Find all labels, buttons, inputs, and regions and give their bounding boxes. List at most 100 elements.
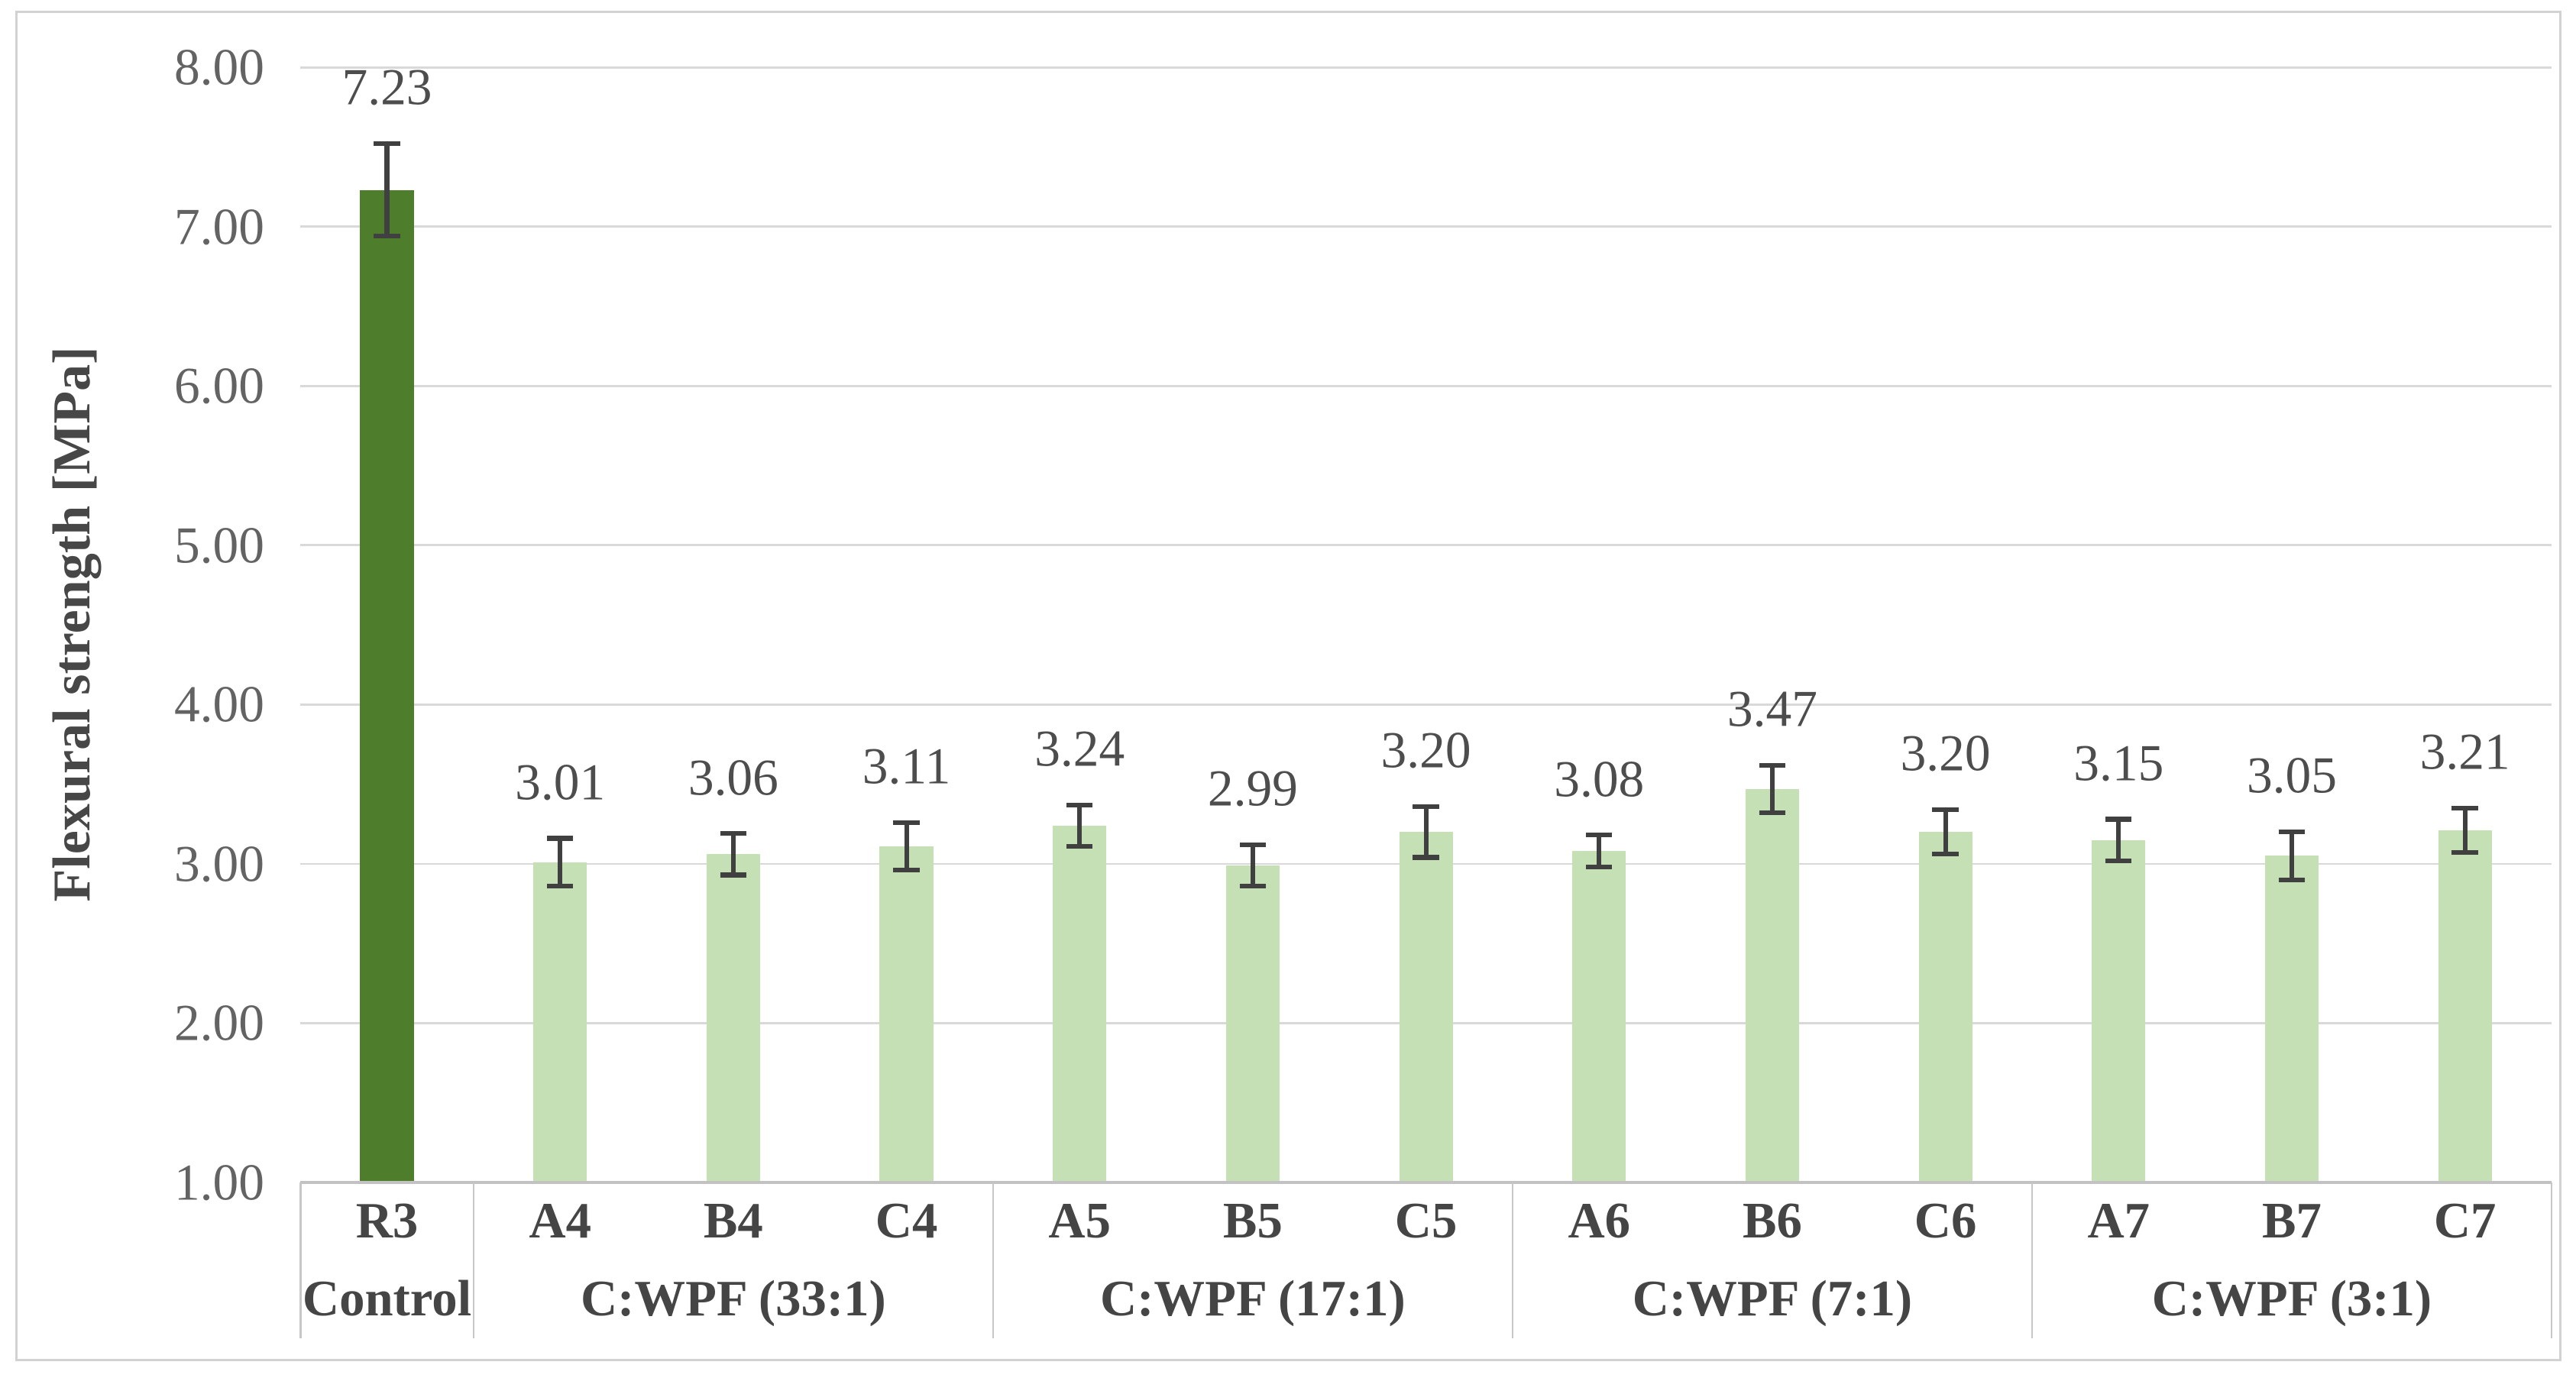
error-bar-line-C6 <box>1943 809 1948 855</box>
y-tick-label-6.00: 6.00 <box>173 357 264 415</box>
category-label-A4: A4 <box>529 1192 591 1249</box>
error-bar-cap-top-B5 <box>1239 842 1267 847</box>
data-label-R3: 7.23 <box>341 59 432 117</box>
data-label-B5: 2.99 <box>1207 759 1298 817</box>
data-label-A5: 3.24 <box>1034 720 1125 778</box>
bar-A7 <box>2092 839 2146 1182</box>
gridline-8.00 <box>300 66 2552 69</box>
category-label-A6: A6 <box>1568 1192 1631 1249</box>
group-label-C:WPF (17:1): C:WPF (17:1) <box>1100 1270 1406 1327</box>
bar-C6 <box>1918 832 1972 1182</box>
category-label-B4: B4 <box>703 1192 763 1249</box>
category-label-C4: C4 <box>875 1192 938 1249</box>
gridline-5.00 <box>300 544 2552 547</box>
data-label-C6: 3.20 <box>1900 724 1991 782</box>
error-bar-cap-top-C4 <box>893 820 920 825</box>
category-label-C7: C7 <box>2433 1192 2497 1249</box>
bar-A4 <box>533 862 587 1182</box>
bar-C7 <box>2438 830 2492 1182</box>
bar-A6 <box>1572 851 1626 1182</box>
category-label-A5: A5 <box>1048 1192 1111 1249</box>
bar-B6 <box>1745 788 1799 1182</box>
category-label-C6: C6 <box>1914 1192 1977 1249</box>
data-label-B6: 3.47 <box>1727 680 1817 738</box>
error-bar-cap-top-A7 <box>2105 817 2132 822</box>
group-label-Control: Control <box>302 1270 472 1327</box>
error-bar-cap-bottom-R3 <box>374 234 400 239</box>
error-bar-cap-top-A4 <box>546 836 574 841</box>
data-label-A7: 3.15 <box>2073 734 2164 792</box>
category-separator-2 <box>992 1182 995 1339</box>
category-label-A7: A7 <box>2087 1192 2150 1249</box>
error-bar-cap-top-C5 <box>1413 804 1439 809</box>
error-bar-cap-bottom-A5 <box>1066 843 1093 849</box>
bar-C4 <box>879 846 934 1182</box>
error-bar-cap-bottom-C4 <box>893 868 920 873</box>
x-axis-line <box>300 1180 2552 1185</box>
category-label-B6: B6 <box>1742 1192 1802 1249</box>
y-tick-label-2.00: 2.00 <box>173 994 264 1052</box>
error-bar-cap-top-A5 <box>1066 802 1093 807</box>
error-bar-line-C4 <box>904 822 909 871</box>
error-bar-line-A4 <box>558 838 563 887</box>
error-bar-line-B7 <box>2289 832 2294 880</box>
error-bar-cap-top-B4 <box>720 831 747 836</box>
error-bar-cap-bottom-C5 <box>1413 855 1439 860</box>
error-bar-cap-top-C6 <box>1932 807 1959 812</box>
gridline-4.00 <box>300 703 2552 706</box>
error-bar-cap-bottom-A6 <box>1586 865 1613 870</box>
data-label-C7: 3.21 <box>2419 723 2510 781</box>
y-tick-label-4.00: 4.00 <box>173 675 264 733</box>
category-separator-4 <box>2031 1182 2034 1339</box>
error-bar-cap-top-B6 <box>1759 762 1786 768</box>
error-bar-cap-bottom-C6 <box>1932 852 1959 857</box>
error-bar-cap-top-C7 <box>2451 805 2478 810</box>
error-bar-cap-top-R3 <box>374 141 400 147</box>
group-label-C:WPF (7:1): C:WPF (7:1) <box>1632 1270 1913 1327</box>
category-separator-5 <box>2550 1182 2553 1339</box>
error-bar-line-A6 <box>1597 835 1602 868</box>
group-label-C:WPF (3:1): C:WPF (3:1) <box>2151 1270 2432 1327</box>
bar-B5 <box>1225 865 1280 1182</box>
y-tick-label-1.00: 1.00 <box>173 1153 264 1211</box>
error-bar-cap-bottom-B5 <box>1239 884 1267 889</box>
category-label-R3: R3 <box>355 1192 419 1249</box>
gridline-6.00 <box>300 384 2552 387</box>
error-bar-line-C7 <box>2462 807 2468 853</box>
bar-A5 <box>1053 825 1107 1182</box>
y-tick-label-5.00: 5.00 <box>173 516 264 574</box>
data-label-A6: 3.08 <box>1554 750 1645 808</box>
error-bar-line-B4 <box>730 833 736 875</box>
error-bar-line-C5 <box>1423 806 1429 858</box>
data-label-B4: 3.06 <box>688 749 778 807</box>
error-bar-line-B6 <box>1769 765 1775 814</box>
y-tick-label-7.00: 7.00 <box>173 197 264 255</box>
bar-B4 <box>706 854 760 1182</box>
category-label-B7: B7 <box>2261 1192 2322 1249</box>
data-label-C4: 3.11 <box>862 737 951 795</box>
group-label-C:WPF (33:1): C:WPF (33:1) <box>580 1270 886 1327</box>
category-separator-1 <box>472 1182 475 1339</box>
error-bar-cap-bottom-B7 <box>2278 877 2306 882</box>
category-separator-3 <box>1511 1182 1514 1339</box>
y-tick-label-8.00: 8.00 <box>173 38 264 96</box>
error-bar-cap-top-B7 <box>2278 830 2306 835</box>
data-label-A4: 3.01 <box>515 753 606 811</box>
gridline-7.00 <box>300 225 2552 228</box>
error-bar-line-B5 <box>1250 844 1255 887</box>
error-bar-cap-bottom-C7 <box>2451 850 2478 856</box>
error-bar-cap-top-A6 <box>1586 833 1613 838</box>
error-bar-line-A5 <box>1077 804 1083 846</box>
bar-B7 <box>2264 856 2319 1182</box>
error-bar-cap-bottom-A4 <box>546 884 574 889</box>
data-label-B7: 3.05 <box>2246 747 2337 805</box>
bar-C5 <box>1399 832 1453 1182</box>
error-bar-cap-bottom-B4 <box>720 872 747 878</box>
data-label-C5: 3.20 <box>1380 721 1471 779</box>
error-bar-line-A7 <box>2116 819 2121 861</box>
y-tick-label-3.00: 3.00 <box>173 835 264 893</box>
category-separator-0 <box>299 1182 302 1339</box>
error-bar-cap-bottom-B6 <box>1759 810 1786 816</box>
